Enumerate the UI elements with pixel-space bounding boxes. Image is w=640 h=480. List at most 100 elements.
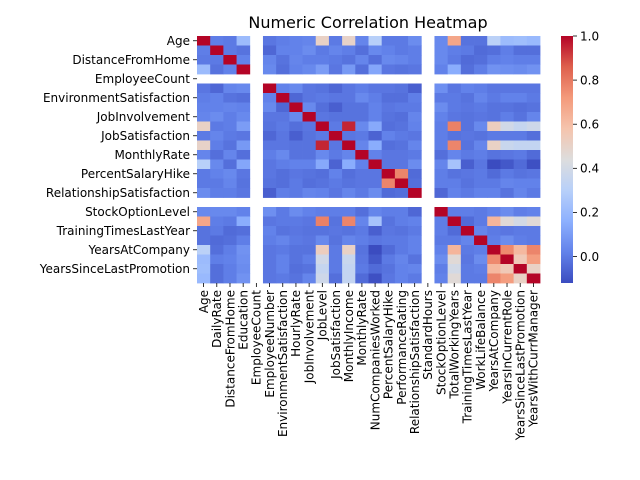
heatmap-cell [513,226,528,236]
heatmap-cell [289,226,303,236]
heatmap-cell [328,245,343,255]
heatmap-cell [302,216,317,227]
heatmap-cell [487,245,501,255]
heatmap-cell [223,178,237,189]
heatmap-cell [302,245,317,255]
heatmap-cell [210,83,224,94]
heatmap-cell [328,226,343,236]
heatmap-cell [197,273,211,284]
heatmap-cell [460,36,475,46]
heatmap-cell [289,264,303,274]
heatmap-cell [474,226,488,236]
heatmap-cell [223,245,237,255]
heatmap-cell [197,159,211,170]
heatmap-cell [513,150,528,160]
heatmap-cell [328,235,343,246]
heatmap-cell [262,45,277,56]
heatmap-cell [315,93,330,103]
heatmap-cell [460,254,475,265]
heatmap-cell [276,112,290,122]
heatmap-cell [381,83,396,94]
heatmap-cell [289,216,303,227]
heatmap-cell [500,226,515,236]
heatmap-cell [355,188,369,198]
heatmap-cell [381,150,396,160]
heatmap-cell [262,188,277,198]
heatmap-cell [447,83,462,94]
heatmap-cell [474,273,488,284]
heatmap-cell [355,36,369,46]
y-tick-label: JobSatisfaction [100,129,190,143]
heatmap-cell [526,188,541,198]
heatmap-cell [394,102,409,113]
heatmap-cell [526,235,541,246]
heatmap-cell [197,226,211,236]
heatmap-cell [289,131,303,141]
heatmap-cell [302,140,317,151]
heatmap-cell [276,150,290,160]
heatmap-cell [210,150,224,160]
heatmap-cell [197,235,211,246]
heatmap-cell [381,93,396,103]
heatmap-cell [328,207,343,217]
heatmap-cell [328,36,343,46]
heatmap-cell [276,45,290,56]
heatmap-cell [394,93,409,103]
heatmap-cell [302,150,317,160]
heatmap-cell [500,254,515,265]
heatmap-cell [197,140,211,151]
heatmap-cell [276,216,290,227]
heatmap-cell [526,131,541,141]
x-tick-label: JobLevel [316,290,330,341]
heatmap-cell [434,102,449,113]
heatmap-cell [381,273,396,284]
heatmap-cell [262,273,277,284]
heatmap-cell [276,207,290,217]
heatmap-cell [355,150,369,160]
heatmap-cell [355,64,369,75]
heatmap-cell [223,55,237,65]
heatmap-cell [408,131,422,141]
heatmap-cell [526,159,541,170]
heatmap-cell [394,264,409,274]
x-tick-label: MonthlyRate [355,290,369,366]
heatmap-cell [460,112,475,122]
heatmap-cell [447,102,462,113]
heatmap-cell [236,207,251,217]
heatmap-cell [328,150,343,160]
heatmap-cell [210,64,224,75]
heatmap-cell [526,216,541,227]
heatmap-cell [302,226,317,236]
heatmap-cell [408,159,422,170]
y-tick-label: YearsAtCompany [88,243,190,257]
heatmap-cell [342,169,356,179]
heatmap-cell [276,64,290,75]
heatmap-cell [236,264,251,274]
heatmap-cell [236,188,251,198]
heatmap-cell [342,36,356,46]
heatmap-cell [197,245,211,255]
heatmap-cell [302,36,317,46]
heatmap-cell [447,216,462,227]
heatmap-cell [210,55,224,65]
heatmap-cell [394,131,409,141]
heatmap-cell [460,226,475,236]
heatmap-cell [276,102,290,113]
heatmap-cell [447,235,462,246]
heatmap-cell [447,64,462,75]
heatmap-cell [315,188,330,198]
heatmap-cell [342,226,356,236]
heatmap-cells [197,36,541,284]
heatmap-cell [474,235,488,246]
heatmap-cell [355,178,369,189]
heatmap-cell [236,64,251,75]
x-tick-label: NumCompaniesWorked [368,290,382,430]
heatmap-cell [460,207,475,217]
heatmap-cell [381,188,396,198]
heatmap-cell [315,45,330,56]
heatmap-cell [210,102,224,113]
heatmap-cell [487,55,501,65]
heatmap-cell [355,169,369,179]
heatmap-cell [355,45,369,56]
